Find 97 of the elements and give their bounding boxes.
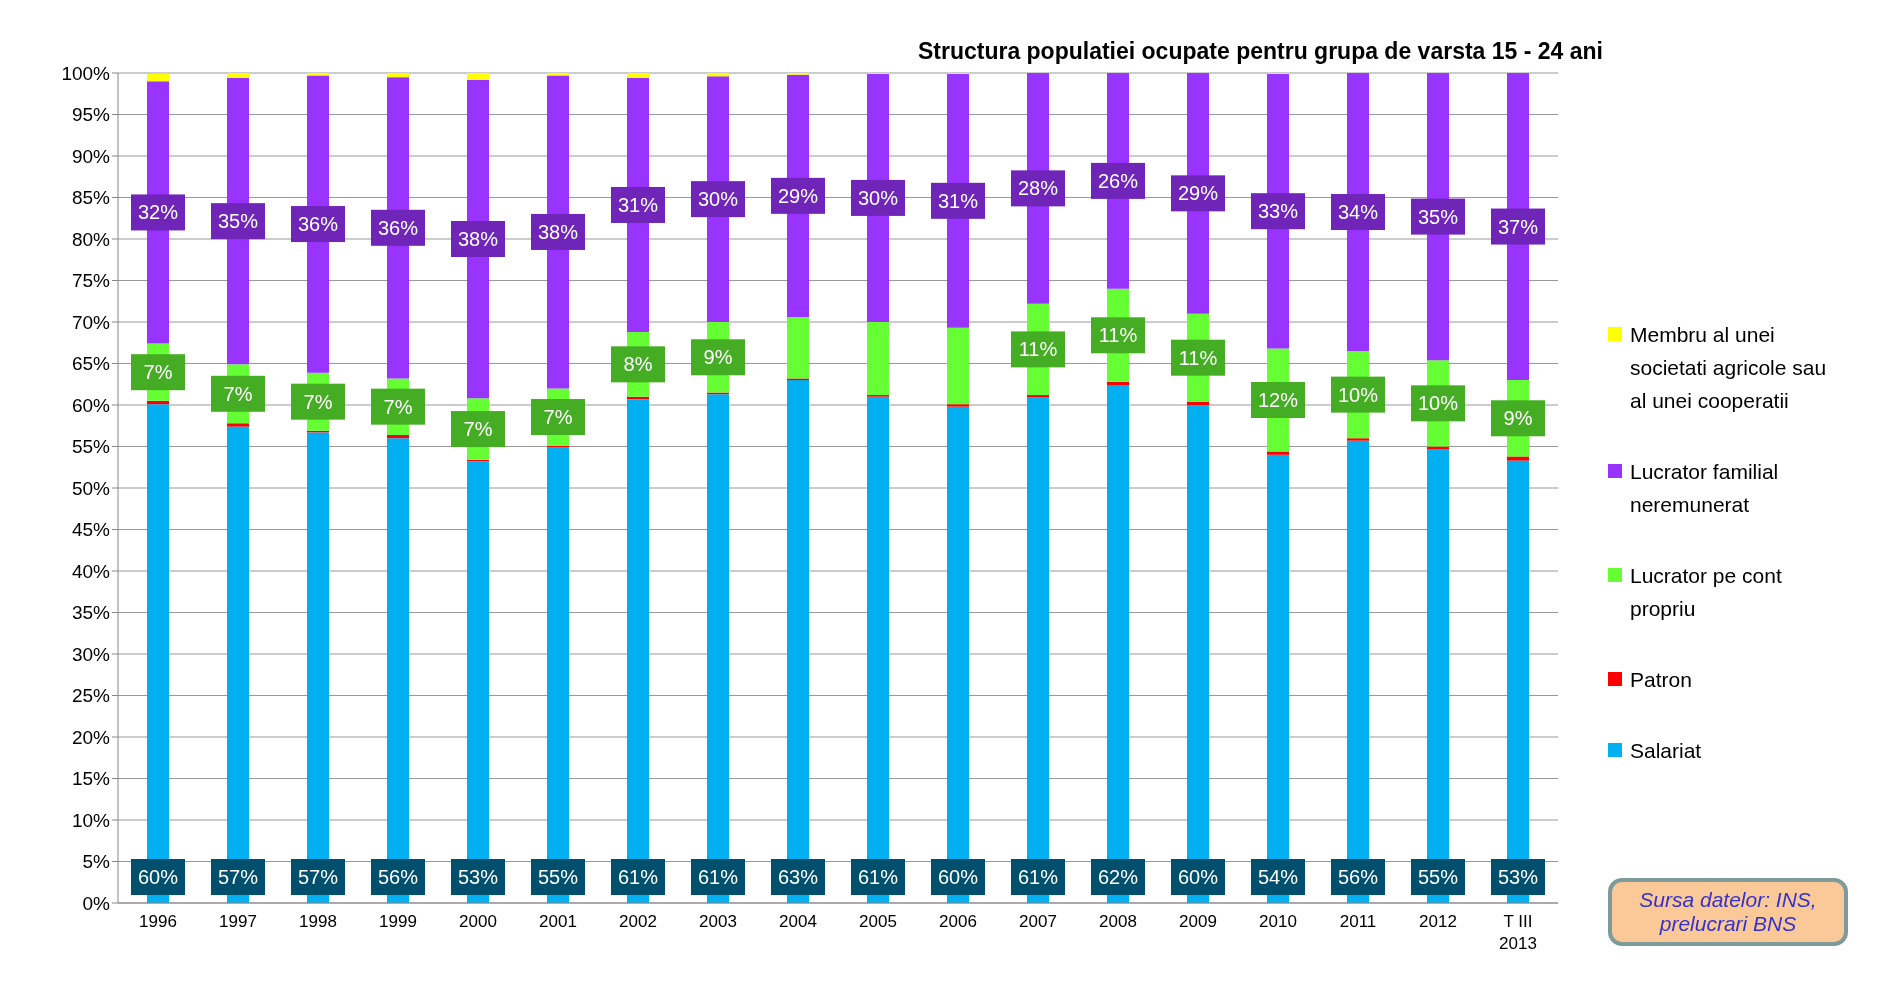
y-tick-label: 10% <box>71 809 111 831</box>
data-label: 56% <box>377 866 419 888</box>
y-tick-label: 5% <box>82 851 111 873</box>
data-label: 11% <box>1098 324 1138 347</box>
data-label: 38% <box>537 220 579 243</box>
y-tick-label: 75% <box>71 270 111 292</box>
data-label: 7% <box>143 361 173 384</box>
x-tick-label: 2002 <box>619 912 657 931</box>
data-label: 60% <box>1177 866 1219 888</box>
x-tick-label: 2009 <box>1179 912 1217 931</box>
chart-title: Structura populatiei ocupate pentru grupa de varsta 15 - 24 ani <box>917 38 1603 65</box>
y-tick-label: 15% <box>71 768 111 790</box>
data-label: 10% <box>1417 392 1459 415</box>
data-label: 30% <box>857 186 899 209</box>
data-label: 10% <box>1337 383 1379 406</box>
x-tick-label: 2003 <box>699 912 737 931</box>
data-label: 29% <box>1177 182 1219 205</box>
y-tick-label: 65% <box>71 353 111 375</box>
legend-label: Lucrator pe cont propriu <box>1630 563 1783 622</box>
y-tick-label: 50% <box>71 477 111 499</box>
data-label: 53% <box>1497 866 1539 888</box>
x-tick-label: 1999 <box>379 912 417 931</box>
data-label: 55% <box>1417 866 1459 888</box>
data-label: 61% <box>697 866 739 888</box>
data-label: 28% <box>1017 177 1059 200</box>
data-label: 31% <box>937 189 979 212</box>
x-tick-label: 2008 <box>1099 912 1137 931</box>
data-label: 57% <box>217 866 259 888</box>
data-label: 7% <box>543 406 573 429</box>
y-tick-label: 30% <box>71 643 111 665</box>
data-label: 61% <box>617 866 659 888</box>
data-label: 7% <box>383 395 413 418</box>
x-tick-label: 1997 <box>219 912 257 931</box>
data-label: 32% <box>137 201 179 224</box>
data-label: 38% <box>457 228 499 250</box>
x-tick-label: 2000 <box>459 912 497 931</box>
data-label: 37% <box>1497 215 1539 238</box>
data-label: 30% <box>697 188 739 211</box>
legend-label: Lucrator familial neremunerat <box>1630 459 1780 518</box>
legend-label: Salariat <box>1630 738 1702 764</box>
data-label: 56% <box>1337 866 1379 888</box>
data-label: 62% <box>1097 866 1139 888</box>
data-label: 57% <box>297 866 339 888</box>
data-label: 29% <box>777 184 819 207</box>
x-tick-label: 1996 <box>139 912 177 931</box>
legend-label: Patron <box>1630 667 1692 693</box>
data-label: 33% <box>1257 200 1299 223</box>
data-label: 60% <box>937 866 979 888</box>
data-label: 34% <box>1337 201 1379 224</box>
data-label: 7% <box>223 382 253 405</box>
x-tick-label: 2005 <box>859 912 897 931</box>
y-tick-label: 45% <box>71 519 111 541</box>
data-label: 8% <box>623 353 653 376</box>
y-tick-label: 20% <box>71 726 111 748</box>
data-label: 61% <box>857 866 899 888</box>
x-tick-label: 2012 <box>1419 912 1457 931</box>
x-tick-label: 1998 <box>299 912 337 931</box>
x-tick-label: T III 2013 <box>1499 912 1537 953</box>
data-label: 60% <box>137 866 179 888</box>
legend-label: Membru al unei societati agricole sau al unei cooperatii <box>1630 322 1828 414</box>
data-label: 54% <box>1257 866 1299 888</box>
data-label: 11% <box>1178 346 1218 369</box>
y-tick-label: 95% <box>71 104 111 126</box>
data-label: 9% <box>703 346 733 369</box>
data-label: 36% <box>297 213 339 236</box>
data-label: 53% <box>457 866 499 888</box>
x-tick-label: 2011 <box>1339 912 1377 931</box>
x-tick-label: 2001 <box>539 912 577 931</box>
data-label: 63% <box>777 866 819 888</box>
text: Sursa datelor: INS, prelucrari BNS <box>1608 878 1848 946</box>
data-label: 61% <box>1017 866 1059 888</box>
data-label: 55% <box>537 866 579 888</box>
data-label: 35% <box>217 210 259 233</box>
y-tick-label: 80% <box>71 228 111 250</box>
data-label: 35% <box>1417 205 1459 228</box>
y-tick-label: 70% <box>71 311 111 333</box>
data-label: 7% <box>463 418 493 441</box>
y-tick-label: 100% <box>61 62 111 84</box>
y-tick-label: 55% <box>71 436 111 458</box>
y-tick-label: 60% <box>71 394 111 416</box>
data-label: 11% <box>1018 338 1058 361</box>
x-tick-label: 2010 <box>1259 912 1297 931</box>
y-tick-label: 35% <box>71 602 111 624</box>
data-label: 12% <box>1257 389 1299 412</box>
x-tick-label: 2007 <box>1019 912 1057 931</box>
y-tick-label: 85% <box>71 187 111 209</box>
data-label: 9% <box>1503 407 1533 430</box>
data-label: 26% <box>1097 169 1139 192</box>
y-tick-label: 40% <box>71 560 111 582</box>
y-tick-label: 90% <box>71 145 111 167</box>
data-label: 7% <box>303 390 333 413</box>
y-tick-label: 25% <box>71 685 111 707</box>
x-tick-label: 2004 <box>779 912 817 931</box>
data-label: 31% <box>617 193 659 216</box>
x-tick-label: 2006 <box>939 912 977 931</box>
data-label: 36% <box>377 216 419 239</box>
y-tick-label: 0% <box>82 892 111 914</box>
